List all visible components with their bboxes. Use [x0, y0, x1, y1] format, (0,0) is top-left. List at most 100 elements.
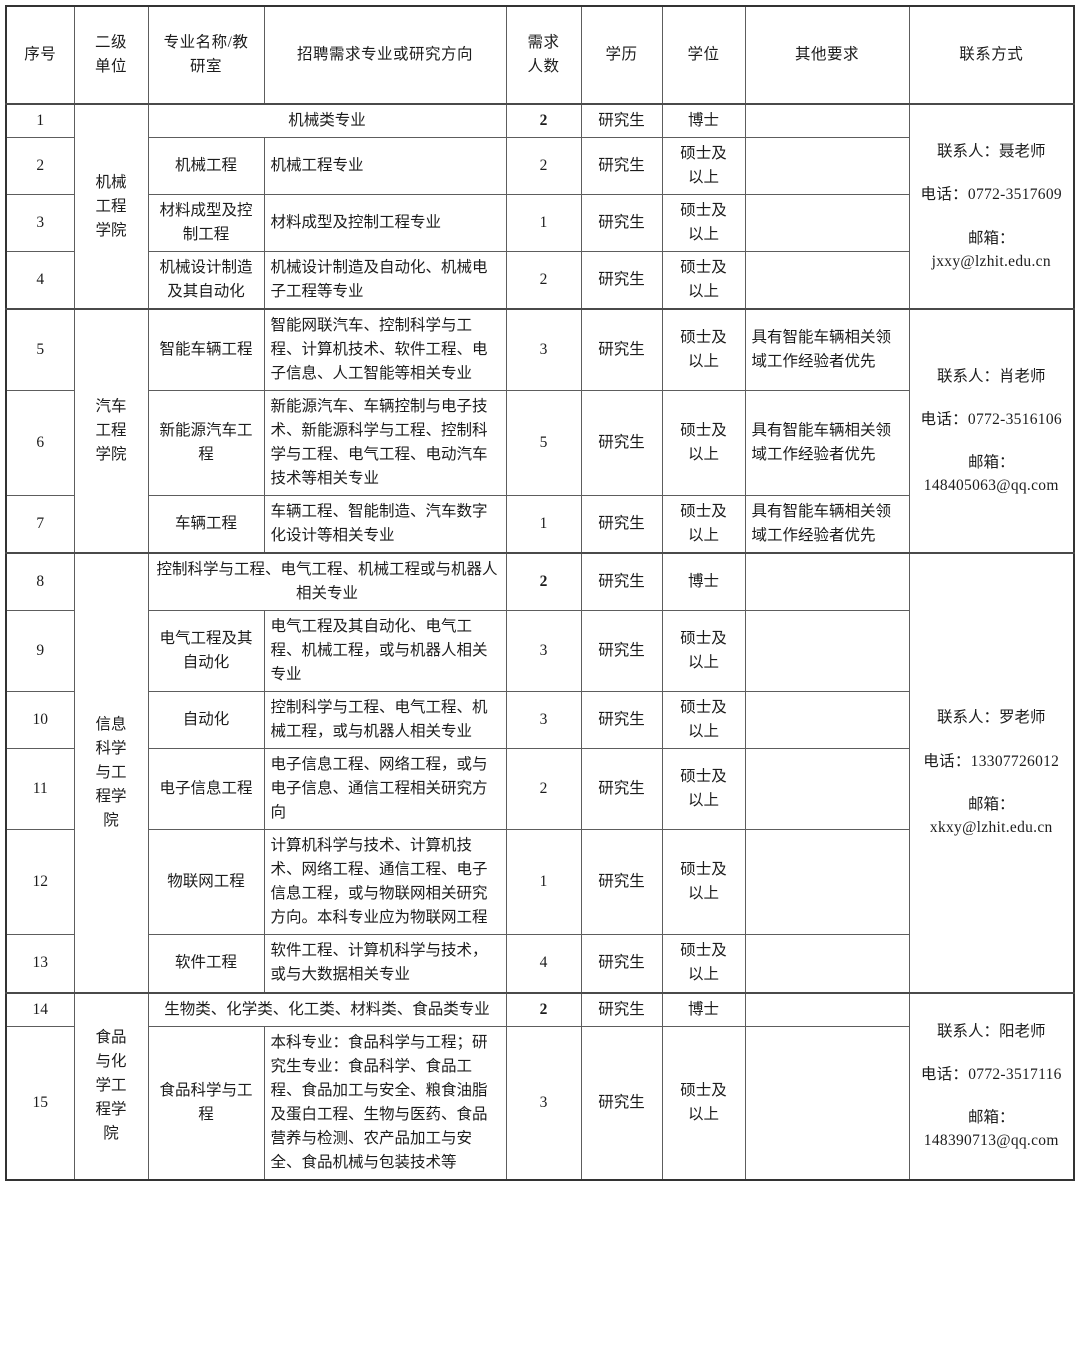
cell-requirement: 电气工程及其自动化、电气工程、机械工程，或与机器人相关专业 [263, 610, 507, 693]
cell-education: 研究生 [580, 934, 663, 993]
cell-requirement: 机械类专业 [147, 103, 507, 139]
cell-degree: 博士 [661, 552, 746, 612]
cell-headcount: 3 [505, 610, 582, 693]
cell-major: 机械工程 [147, 137, 265, 196]
col-header-headcount-line2: 人数 [527, 58, 560, 75]
cell-education: 研究生 [580, 991, 663, 1027]
cell-education: 研究生 [580, 103, 663, 139]
cell-other-requirements [744, 610, 910, 693]
contact-spacer [916, 1086, 1068, 1106]
cell-requirement: 电子信息工程、网络工程，或与电子信息、通信工程相关研究方向 [263, 748, 507, 831]
cell-headcount: 1 [505, 829, 582, 936]
cell-headcount: 2 [505, 251, 582, 310]
col-header-department-line2: 单位 [94, 58, 127, 75]
cell-education: 研究生 [580, 137, 663, 196]
cell-requirement: 智能网联汽车、控制科学与工程、计算机技术、软件工程、电子信息、人工智能等相关专业 [263, 308, 507, 392]
contact-email-label: 邮箱： [967, 454, 1015, 472]
cell-other-requirements [744, 552, 910, 612]
cell-requirement: 车辆工程、智能制造、汽车数字化设计等相关专业 [263, 495, 507, 554]
cell-degree: 硕士及 以上 [661, 934, 746, 993]
cell-other-requirements: 具有智能车辆相关领域工作经验者优先 [744, 390, 910, 497]
contact-email[interactable]: 148405063@qq.com [923, 477, 1059, 495]
contact-phone[interactable]: 电话：0772-3517609 [920, 186, 1062, 204]
cell-requirement: 本科专业：食品科学与工程；研究生专业：食品科学、食品工程、食品加工与安全、粮食油… [263, 1025, 507, 1181]
recruitment-table-sheet: 序号 二级 单位 专业名称/教 研室 招聘需求专业或研究方向 需求 人数 学历 … [0, 5, 1080, 1356]
cell-requirement: 机械工程专业 [263, 137, 507, 196]
col-header-headcount-line1: 需求 [527, 33, 560, 51]
contact-email[interactable]: jxxy@lzhit.edu.cn [931, 252, 1051, 270]
cell-requirement: 新能源汽车、车辆控制与电子技术、新能源科学与工程、控制科学与工程、电气工程、电动… [263, 390, 507, 497]
cell-requirement: 计算机科学与技术、计算机技术、网络工程、通信工程、电子信息工程，或与物联网相关研… [263, 829, 507, 936]
cell-department: 汽车 工程 学院 [73, 308, 149, 554]
cell-contact: 联系人：聂老师 电话：0772-3517609 邮箱： jxxy@lzhit.edu.… [908, 102, 1075, 310]
contact-email[interactable]: xkxy@lzhit.edu.cn [929, 819, 1053, 837]
cell-headcount: 3 [505, 308, 582, 392]
cell-degree: 硕士及 以上 [661, 829, 746, 936]
table-row: 11 电子信息工程 电子信息工程、网络工程，或与电子信息、通信工程相关研究方向 2 研究… [5, 748, 1074, 831]
cell-requirement: 机械设计制造及自动化、机械电子工程等专业 [263, 251, 507, 310]
cell-index: 8 [5, 552, 75, 612]
cell-major: 车辆工程 [147, 495, 265, 554]
table-row: 13 软件工程 软件工程、计算机科学与技术，或与大数据相关专业 4 研究生 硕士及 以上 [5, 934, 1074, 993]
cell-requirement: 控制科学与工程、电气工程、机械工程，或与机器人相关专业 [263, 691, 507, 750]
cell-other-requirements [744, 991, 910, 1027]
contact-block: 联系人：肖老师 电话：0772-3516106 邮箱： 148405063@qq.co… [916, 365, 1068, 498]
cell-degree: 硕士及 以上 [661, 308, 746, 392]
cell-education: 研究生 [580, 251, 663, 310]
col-header-degree: 学位 [661, 5, 746, 105]
col-header-major: 专业名称/教 研室 [147, 5, 265, 105]
col-header-major-line1: 专业名称/教 [163, 33, 249, 51]
table-row: 1 机械 工程 学院 机械类专业 2 研究生 博士 联系人：聂老师 电话：0772-3517609… [5, 102, 1075, 310]
contact-email-label: 邮箱： [967, 795, 1015, 813]
contact-spacer [916, 1043, 1068, 1063]
cell-degree: 硕士及 以上 [661, 691, 746, 750]
cell-contact: 联系人：肖老师 电话：0772-3516106 邮箱： 148405063@qq.co… [908, 308, 1075, 554]
cell-degree: 硕士及 以上 [661, 137, 746, 196]
cell-index: 14 [5, 991, 75, 1027]
cell-degree: 博士 [661, 103, 746, 139]
cell-degree: 硕士及 以上 [661, 1025, 746, 1181]
cell-headcount: 2 [505, 991, 582, 1027]
cell-degree: 硕士及 以上 [661, 194, 746, 253]
table-row: 12 物联网工程 计算机科学与技术、计算机技术、网络工程、通信工程、电子信息工程，或… [5, 829, 1074, 936]
cell-headcount: 5 [505, 390, 582, 497]
cell-education: 研究生 [580, 390, 663, 497]
cell-index: 1 [5, 103, 75, 139]
cell-education: 研究生 [580, 194, 663, 253]
contact-phone[interactable]: 电话：0772-3516106 [920, 410, 1062, 428]
table-row: 9 电气工程及其 自动化 电气工程及其自动化、电气工程、机械工程，或与机器人相关专业 3… [5, 610, 1074, 693]
contact-spacer [916, 163, 1068, 183]
contact-person: 联系人：阳老师 [936, 1022, 1046, 1040]
cell-major: 材料成型及控 制工程 [147, 194, 265, 253]
cell-contact: 联系人：阳老师 电话：0772-3517116 邮箱： 148390713@qq.co… [908, 991, 1075, 1181]
cell-index: 15 [5, 1025, 75, 1181]
contact-email-label: 邮箱： [967, 1109, 1015, 1127]
table-row: 5 汽车 工程 学院 智能车辆工程 智能网联汽车、控制科学与工程、计算机技术、软件工程、电… [5, 308, 1075, 554]
contact-block: 联系人：阳老师 电话：0772-3517116 邮箱： 148390713@qq.co… [916, 1020, 1068, 1153]
cell-index: 13 [5, 934, 75, 993]
cell-index: 11 [5, 748, 75, 831]
cell-index: 6 [5, 390, 75, 497]
cell-requirement: 软件工程、计算机科学与技术，或与大数据相关专业 [263, 934, 507, 993]
cell-other-requirements: 具有智能车辆相关领域工作经验者优先 [744, 308, 910, 392]
contact-phone[interactable]: 电话：0772-3517116 [920, 1065, 1062, 1083]
table-row: 15 食品科学与工程本科专业：食品科学与工程；研究生专业：食品科学、食品工程、食品… [5, 1025, 1074, 1181]
contact-spacer [916, 773, 1068, 793]
cell-contact: 联系人：罗老师 电话：13307726012 邮箱： xkxy@lzhit.edu.c… [908, 552, 1075, 994]
cell-department: 机械 工程 学院 [73, 102, 149, 310]
cell-other-requirements [744, 137, 910, 196]
contact-person: 联系人：罗老师 [936, 709, 1046, 727]
cell-major: 自动化 [147, 691, 265, 750]
cell-degree: 硕士及 以上 [661, 610, 746, 693]
contact-spacer [916, 431, 1068, 451]
cell-other-requirements [744, 103, 910, 139]
cell-education: 研究生 [580, 610, 663, 693]
cell-major: 电子信息工程 [147, 748, 265, 831]
cell-requirement: 材料成型及控制工程专业 [263, 194, 507, 253]
contact-email[interactable]: 148390713@qq.com [923, 1132, 1059, 1150]
cell-headcount: 3 [505, 1025, 582, 1181]
cell-index: 10 [5, 691, 75, 750]
contact-phone[interactable]: 电话：13307726012 [923, 752, 1060, 770]
cell-other-requirements: 具有智能车辆相关领域工作经验者优先 [744, 495, 910, 554]
col-header-requirement: 招聘需求专业或研究方向 [263, 5, 507, 105]
